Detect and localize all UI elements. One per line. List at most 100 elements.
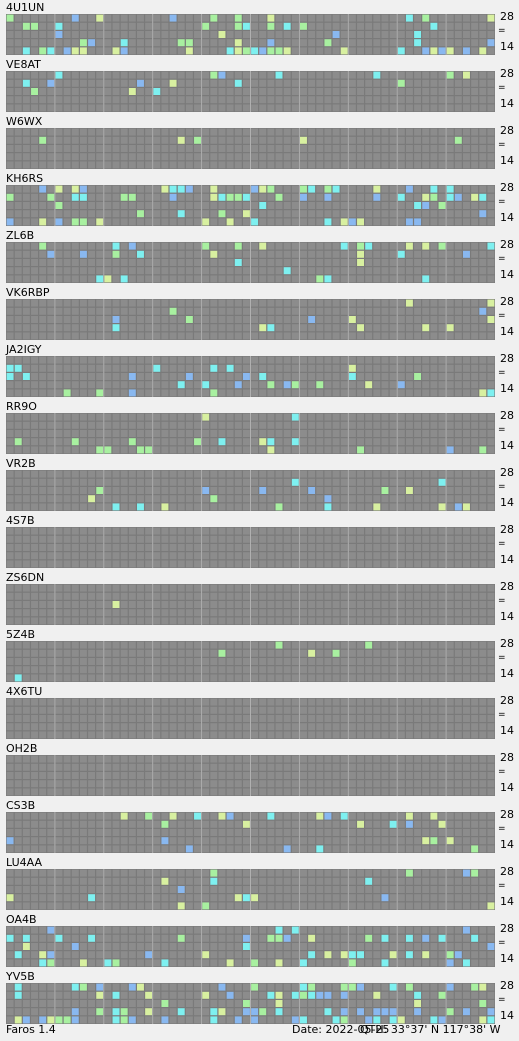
grid-cell <box>88 308 95 315</box>
grid-cell <box>487 601 494 608</box>
grid-cell <box>324 389 331 396</box>
grid-cell <box>243 707 250 714</box>
grid-cell <box>210 780 217 787</box>
grid-cell <box>382 764 389 771</box>
grid-cell <box>129 560 136 567</box>
grid-cell <box>324 381 331 388</box>
grid-cell <box>80 674 87 681</box>
grid-cell <box>129 503 136 510</box>
grid-cell <box>194 829 201 836</box>
grid-cell <box>88 495 95 502</box>
grid-cell <box>235 829 242 836</box>
grid-cell <box>471 316 478 323</box>
grid-cell <box>56 446 63 453</box>
grid-cell <box>276 886 283 893</box>
grid-cell <box>284 479 291 486</box>
grid-cell <box>129 642 136 649</box>
grid-cell <box>390 601 397 608</box>
grid-cell <box>113 145 120 152</box>
grid-cell <box>251 471 258 478</box>
grid-cell <box>373 495 380 502</box>
grid-cell <box>259 756 266 763</box>
grid-cell <box>259 316 266 323</box>
grid-cell <box>276 601 283 608</box>
grid-cell <box>267 756 274 763</box>
grid-cell <box>64 617 71 624</box>
grid-cell <box>202 674 209 681</box>
grid-cell <box>96 251 103 258</box>
grid-cell <box>373 813 380 820</box>
grid-cell <box>284 161 291 168</box>
grid-cell <box>349 300 356 307</box>
grid-cell <box>178 829 185 836</box>
grid-cell <box>292 593 299 600</box>
grid-cell <box>186 316 193 323</box>
grid-cell <box>31 870 38 877</box>
grid-cell <box>23 357 30 364</box>
grid-cell <box>463 259 470 266</box>
grid-cell <box>23 373 30 380</box>
grid-cell <box>235 137 242 144</box>
grid-cell <box>202 332 209 339</box>
grid-cell <box>382 31 389 38</box>
grid-cell <box>349 332 356 339</box>
grid-cell <box>235 357 242 364</box>
grid-cell <box>219 503 226 510</box>
grid-cell <box>153 438 160 445</box>
grid-cell <box>251 609 258 616</box>
grid-cell <box>463 894 470 901</box>
grid-cell <box>104 528 111 535</box>
grid-cell <box>471 650 478 657</box>
grid-cell <box>104 316 111 323</box>
grid-cell <box>210 471 217 478</box>
grid-cell <box>153 316 160 323</box>
grid-cell <box>324 821 331 828</box>
grid-cell <box>39 650 46 657</box>
grid-cell <box>210 137 217 144</box>
grid-cell <box>121 666 128 673</box>
grid-cell <box>300 438 307 445</box>
grid-cell <box>161 308 168 315</box>
grid-cell <box>316 658 323 665</box>
grid-cell <box>341 528 348 535</box>
grid-cell <box>455 316 462 323</box>
grid-cell <box>235 666 242 673</box>
grid-cell <box>210 145 217 152</box>
grid-cell <box>414 438 421 445</box>
grid-cell <box>439 731 446 738</box>
grid-cell <box>186 845 193 852</box>
grid-cell <box>471 544 478 551</box>
grid-cell <box>153 161 160 168</box>
grid-cell <box>186 544 193 551</box>
grid-cell <box>357 617 364 624</box>
grid-cell <box>300 430 307 437</box>
grid-cell <box>422 446 429 453</box>
grid-cell <box>324 617 331 624</box>
grid-cell <box>357 658 364 665</box>
grid-cell <box>365 23 372 30</box>
grid-cell <box>333 422 340 429</box>
grid-cell <box>56 15 63 22</box>
grid-cell <box>219 202 226 209</box>
grid-cell <box>202 145 209 152</box>
grid-cell <box>161 202 168 209</box>
grid-cell <box>382 275 389 282</box>
grid-cell <box>267 886 274 893</box>
grid-cell <box>104 821 111 828</box>
grid-cell <box>292 845 299 852</box>
grid-cell <box>463 585 470 592</box>
grid-cell <box>194 878 201 885</box>
grid-cell <box>422 251 429 258</box>
grid-cell <box>121 15 128 22</box>
grid-cell <box>64 145 71 152</box>
grid-cell <box>406 487 413 494</box>
grid-cell <box>349 780 356 787</box>
grid-cell <box>56 552 63 559</box>
grid-cell <box>194 145 201 152</box>
band-14-label: 14 <box>500 326 514 337</box>
grid-cell <box>251 259 258 266</box>
grid-cell <box>398 243 405 250</box>
grid-cell <box>96 723 103 730</box>
grid-cell <box>406 259 413 266</box>
grid-cell <box>382 80 389 87</box>
